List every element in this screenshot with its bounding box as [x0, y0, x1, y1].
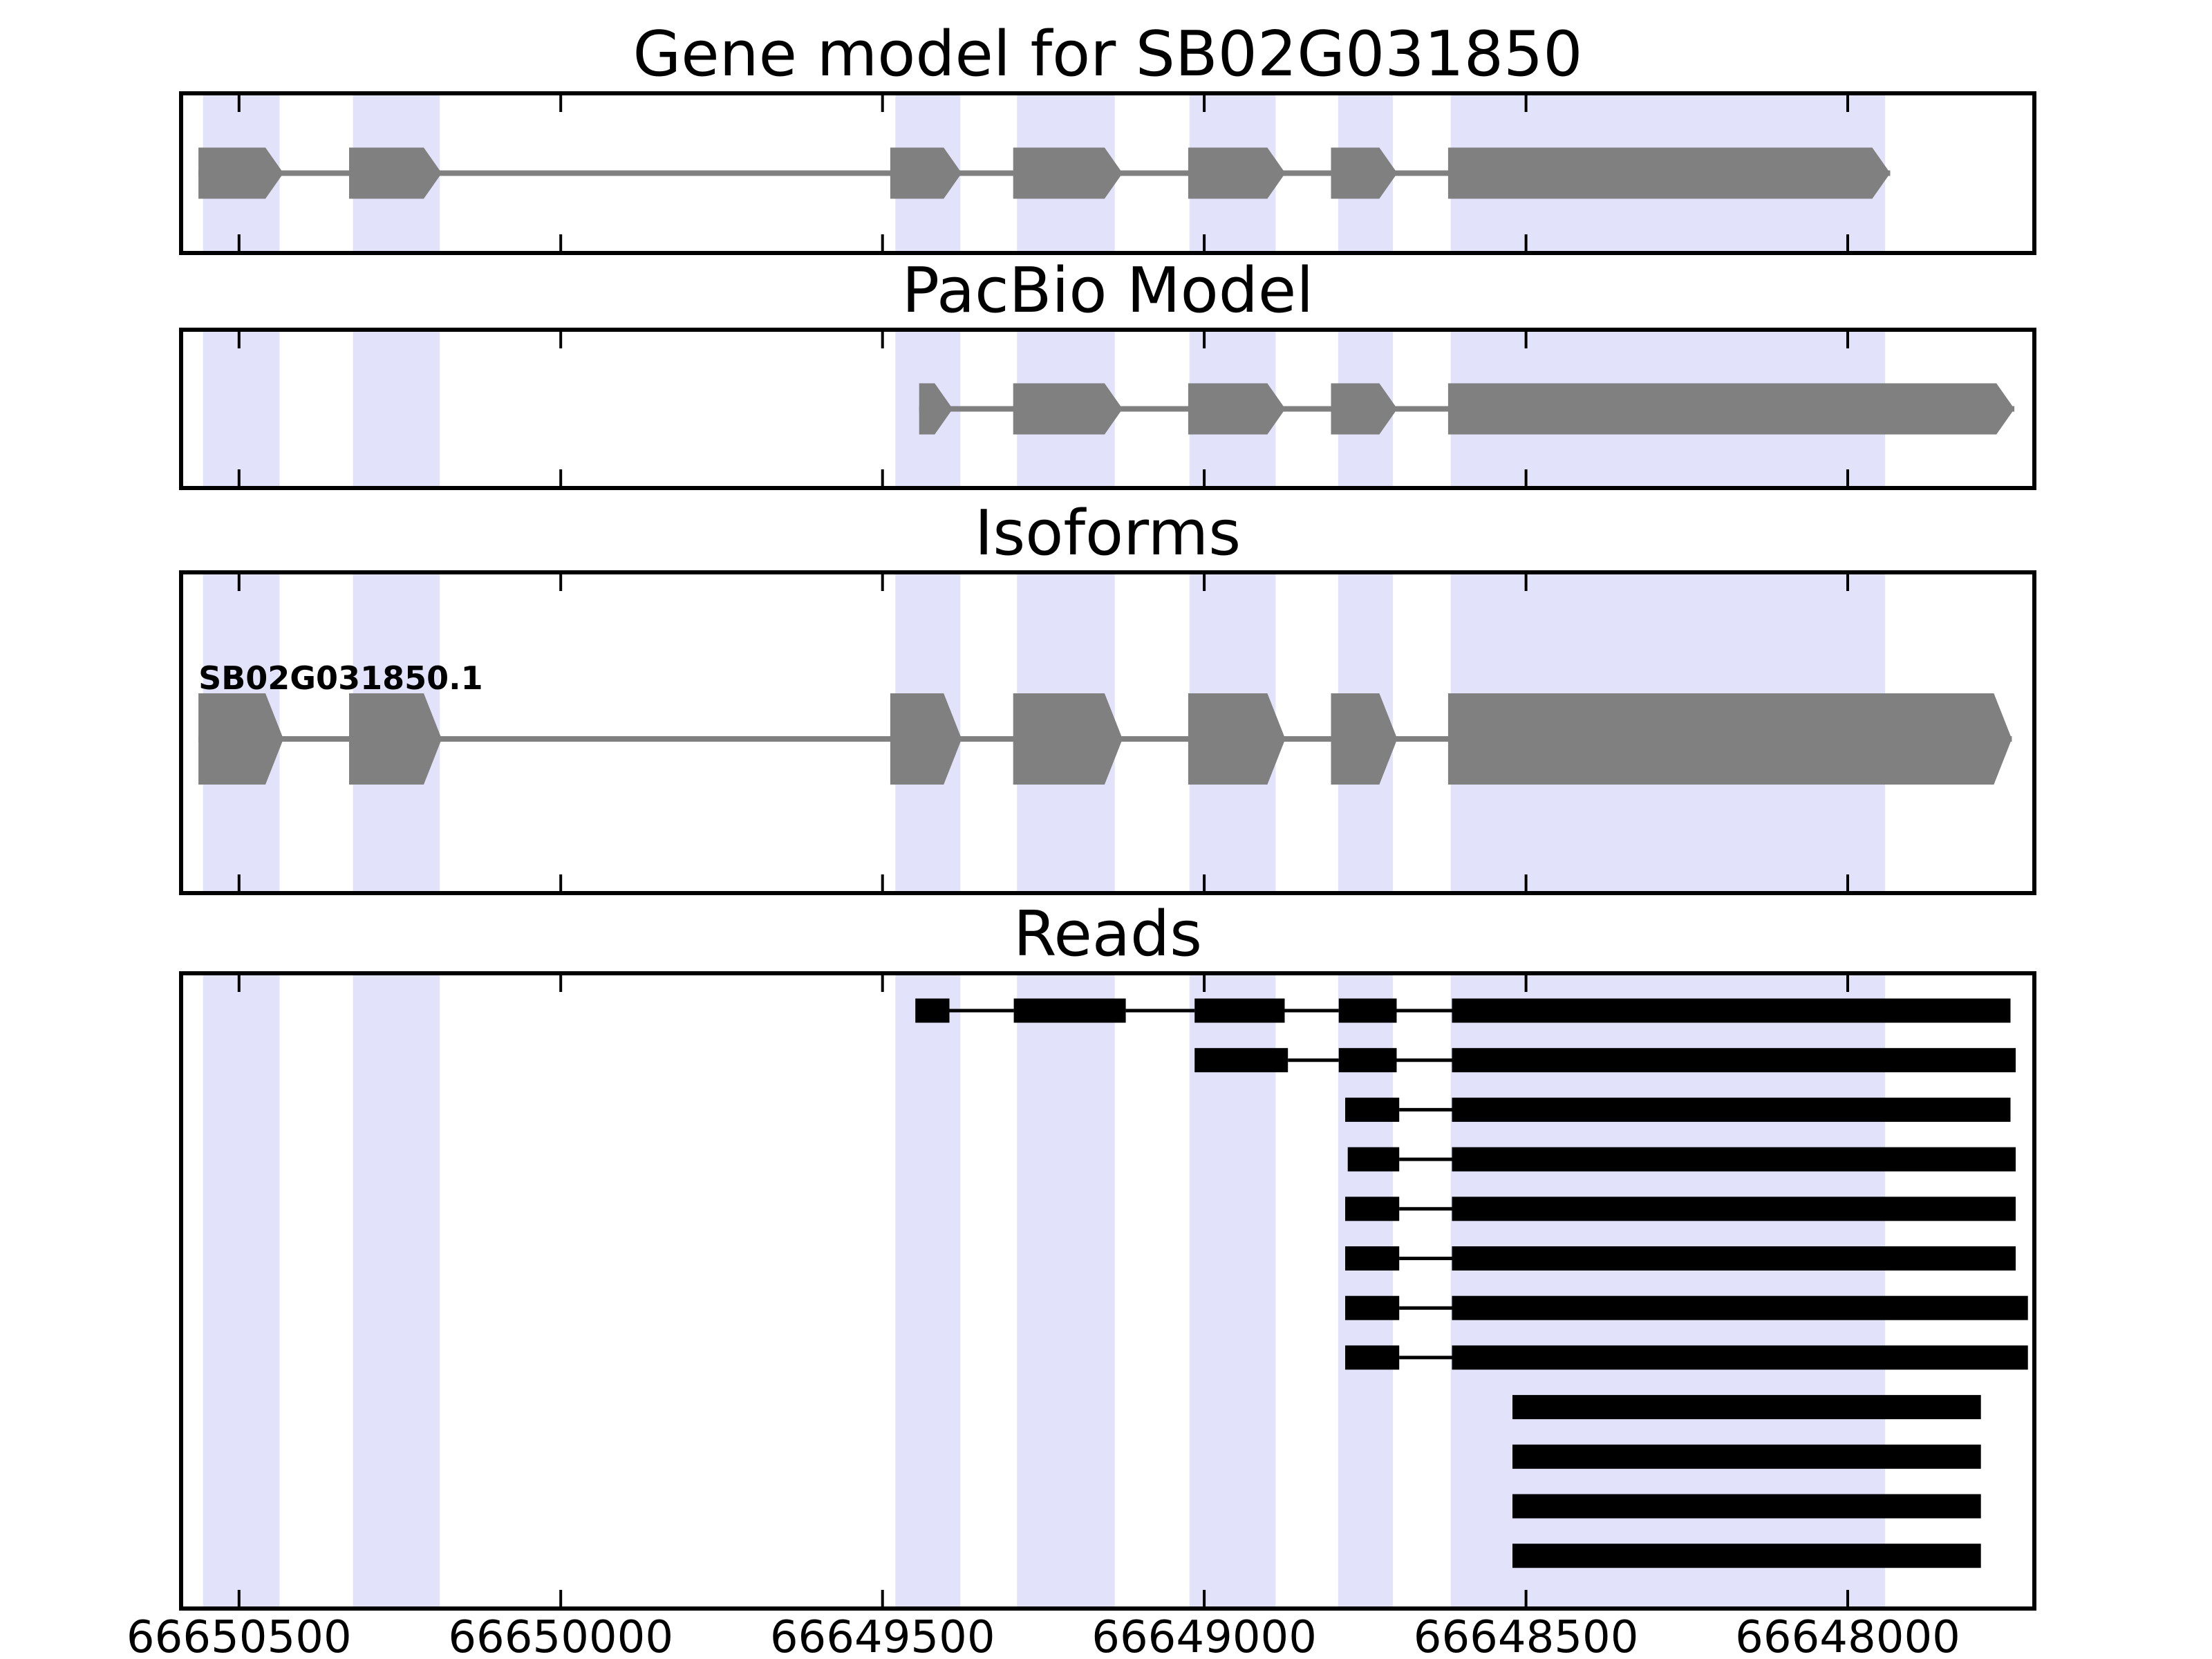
exon-shape	[1188, 383, 1286, 435]
exon-shape	[349, 693, 442, 785]
exon-shape	[1331, 693, 1398, 785]
exon-shape	[890, 693, 962, 785]
read-bar	[1345, 1295, 1400, 1320]
x-tick-label: 66649000	[1091, 1612, 1317, 1659]
highlight-band	[353, 331, 440, 487]
x-tick-label: 66649500	[770, 1612, 995, 1659]
x-tick-label: 66650500	[126, 1612, 352, 1659]
read-bar	[1013, 998, 1126, 1023]
panel-title: PacBio Model	[902, 254, 1314, 327]
read-bar	[1452, 1097, 2011, 1122]
exon-shape	[1447, 693, 2012, 785]
read-bar	[1345, 1197, 1400, 1221]
read-bar	[1338, 998, 1397, 1023]
x-tick-label: 66648500	[1414, 1612, 1639, 1659]
highlight-band	[895, 975, 961, 1607]
panel-border	[179, 570, 2036, 895]
exon-shape	[1013, 147, 1123, 199]
read-bar	[1452, 1295, 2028, 1320]
read-bar	[1194, 1048, 1288, 1073]
exon-shape	[1331, 383, 1398, 435]
exon-shape	[1331, 147, 1398, 199]
panel-border	[179, 328, 2036, 490]
exon-shape	[349, 147, 442, 199]
read-bar	[1347, 1147, 1400, 1172]
highlight-band	[353, 975, 440, 1607]
read-bar	[1512, 1444, 1981, 1469]
exon-shape	[1188, 147, 1286, 199]
exon-shape	[1013, 383, 1123, 435]
x-tick-label: 66650000	[448, 1612, 673, 1659]
read-bar	[1194, 998, 1285, 1023]
exon-shape	[198, 147, 283, 199]
panel-title: Isoforms	[975, 497, 1241, 570]
exon-shape	[890, 147, 962, 199]
panel-border	[179, 971, 2036, 1611]
exon-shape	[1188, 693, 1286, 785]
read-bar	[1512, 1494, 1981, 1519]
read-bar	[1452, 998, 2011, 1023]
panel-title: Gene model for SB02G031850	[632, 18, 1582, 91]
read-bar	[1512, 1395, 1981, 1420]
exon-shape	[1447, 147, 1891, 199]
panel-border	[179, 91, 2036, 255]
read-bar	[1512, 1544, 1981, 1568]
read-bar	[1452, 1345, 2028, 1370]
isoform-label: SB02G031850.1	[198, 659, 482, 697]
read-bar	[1452, 1147, 2016, 1172]
read-bar	[1338, 1048, 1397, 1073]
read-bar	[1345, 1246, 1400, 1271]
exon-shape	[919, 383, 953, 435]
read-bar	[1452, 1197, 2016, 1221]
read-bar	[1452, 1246, 2016, 1271]
exon-shape	[1013, 693, 1123, 785]
read-bar	[1345, 1345, 1400, 1370]
highlight-band	[203, 975, 280, 1607]
x-tick-label: 66648000	[1735, 1612, 1960, 1659]
highlight-band	[1017, 975, 1115, 1607]
highlight-band	[203, 331, 280, 487]
highlight-band	[1338, 975, 1393, 1607]
highlight-band	[1189, 975, 1276, 1607]
exon-shape	[1447, 383, 2015, 435]
exon-shape	[198, 693, 283, 785]
panel-title: Reads	[1013, 898, 1202, 971]
read-bar	[1452, 1048, 2016, 1073]
read-bar	[915, 998, 950, 1023]
read-bar	[1345, 1097, 1400, 1122]
